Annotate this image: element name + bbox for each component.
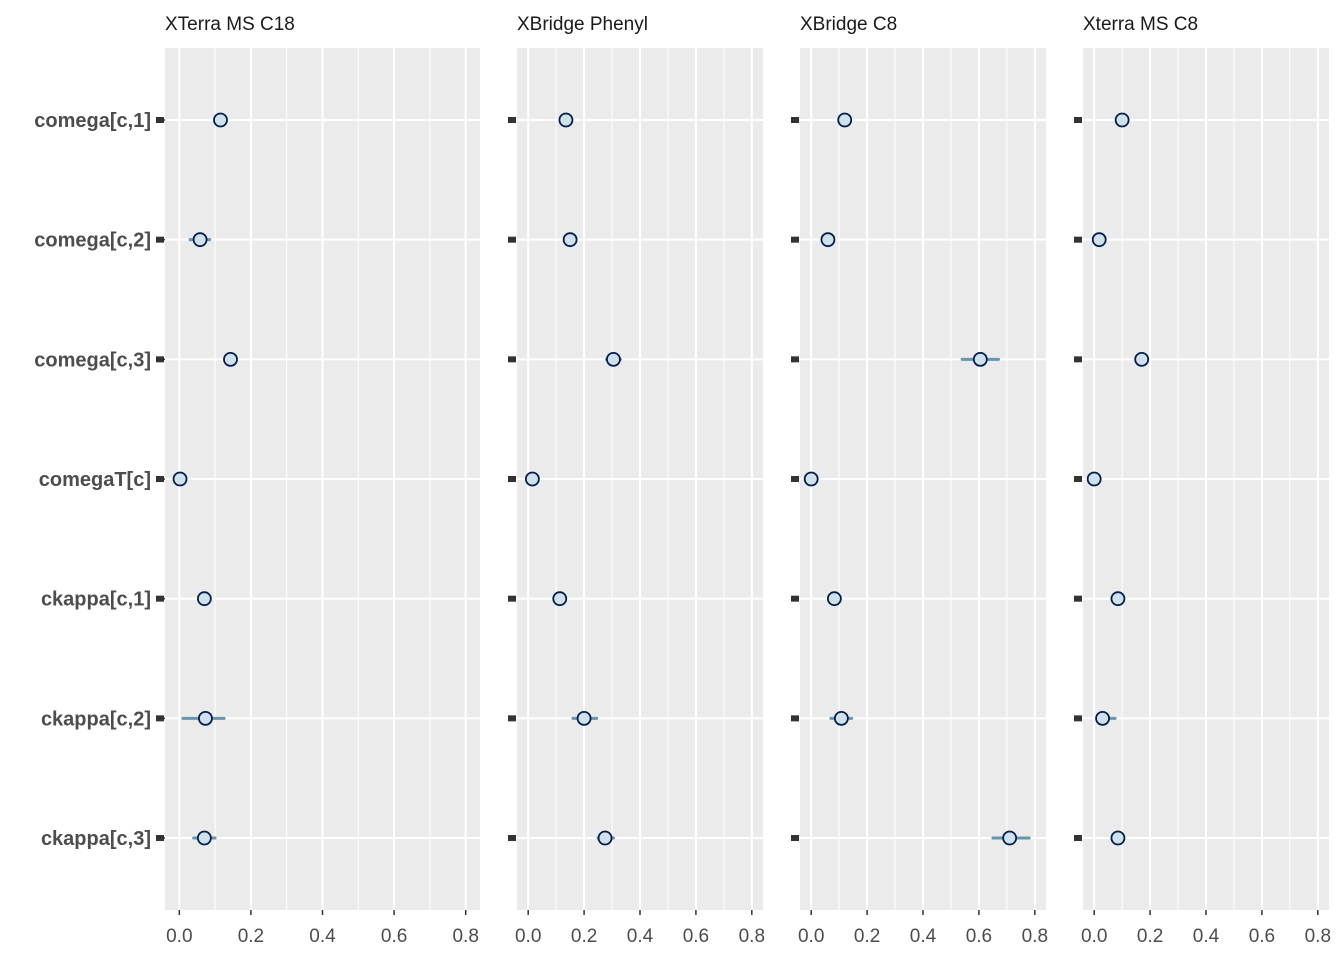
x-tick-label: 0.2 <box>571 926 597 947</box>
x-tick-label: 0.4 <box>910 926 937 947</box>
estimate-point <box>172 471 188 487</box>
y-tick-label: comega[c,2] <box>34 230 151 252</box>
reference-mark <box>156 835 164 842</box>
x-tick-label: 0.4 <box>309 926 336 947</box>
x-tick-label: 0.8 <box>452 926 478 947</box>
x-tick-label: 0.6 <box>381 926 407 947</box>
reference-mark <box>156 117 164 123</box>
facet-panel: Xterra MS C8 0.0 0.2 0.4 0.6 0.8 <box>1074 14 1331 947</box>
estimate-point <box>606 351 621 367</box>
reference-mark <box>1074 835 1082 842</box>
reference-mark <box>508 356 516 363</box>
estimate-point <box>803 471 819 487</box>
facet-title: Xterra MS C8 <box>1083 14 1198 35</box>
facet-panel: XBridge Phenyl 0.0 0.2 0.4 0.6 0.8 <box>508 14 765 947</box>
x-tick-label: 0.8 <box>739 926 765 947</box>
estimate-point <box>1091 232 1107 248</box>
estimate-point <box>833 710 849 726</box>
x-tick-label: 0.8 <box>1305 926 1331 947</box>
estimate-point <box>223 351 238 367</box>
x-tick-label: 0.2 <box>854 926 880 947</box>
estimate-point <box>192 232 208 248</box>
reference-mark <box>508 595 516 602</box>
reference-mark <box>1074 356 1082 363</box>
reference-mark <box>1074 117 1082 123</box>
reference-mark <box>508 715 516 722</box>
y-axis: comega[c,1] comega[c,2] comega[c,3] comegaT… <box>34 110 165 850</box>
reference-mark <box>508 835 516 842</box>
y-tick-label: ckappa[c,3] <box>41 828 151 850</box>
estimate-point <box>1095 710 1110 726</box>
reference-mark <box>791 117 799 123</box>
reference-mark <box>1074 236 1082 243</box>
x-tick-label: 0.4 <box>627 926 654 947</box>
y-tick-label: comega[c,3] <box>34 349 151 371</box>
estimate-point <box>820 232 836 248</box>
estimate-point <box>1114 112 1130 128</box>
estimate-point <box>558 112 574 128</box>
x-tick-label: 0.0 <box>798 926 824 947</box>
estimate-point <box>524 471 540 487</box>
reference-mark <box>791 835 799 842</box>
reference-mark <box>508 236 516 243</box>
reference-mark <box>1074 476 1082 483</box>
estimate-point <box>198 710 213 726</box>
estimate-point <box>597 830 613 846</box>
x-tick-label: 0.0 <box>166 926 192 947</box>
x-tick-label: 0.8 <box>1022 926 1048 947</box>
y-tick-label: comegaT[c] <box>39 469 151 491</box>
x-tick-label: 0.0 <box>1081 926 1107 947</box>
x-tick-label: 0.6 <box>1249 926 1275 947</box>
estimate-point <box>1134 351 1150 367</box>
y-tick-label: ckappa[c,1] <box>41 589 151 611</box>
estimate-point <box>972 351 988 367</box>
estimate-point <box>1086 471 1102 487</box>
facet-title: XTerra MS C18 <box>165 14 295 35</box>
reference-mark <box>508 117 516 123</box>
facet-title: XBridge Phenyl <box>517 14 648 35</box>
reference-mark <box>791 356 799 363</box>
facet-panel: XTerra MS C18 0.0 0.2 0.4 0.6 0.8 <box>156 14 480 947</box>
x-tick-label: 0.2 <box>238 926 264 947</box>
estimate-point <box>552 591 568 607</box>
reference-mark <box>791 595 799 602</box>
y-tick-label: ckappa[c,2] <box>41 708 151 730</box>
x-tick-label: 0.0 <box>515 926 541 947</box>
estimate-point <box>826 591 842 607</box>
estimate-point <box>1110 591 1126 607</box>
estimate-point <box>196 591 212 607</box>
x-tick-label: 0.6 <box>683 926 709 947</box>
estimate-point <box>213 112 228 128</box>
facet-panel: XBridge C8 0.0 0.2 0.4 0.6 0.8 <box>791 14 1048 947</box>
x-tick-label: 0.4 <box>1193 926 1220 947</box>
reference-mark <box>1074 595 1082 602</box>
x-tick-label: 0.6 <box>966 926 992 947</box>
facet-title: XBridge C8 <box>800 14 897 35</box>
estimate-point <box>1110 830 1126 846</box>
reference-mark <box>156 356 164 363</box>
reference-mark <box>791 476 799 483</box>
estimate-point <box>1002 830 1018 846</box>
estimate-point <box>562 232 578 248</box>
reference-mark <box>791 236 799 243</box>
estimate-point <box>576 710 592 726</box>
reference-mark <box>156 236 164 243</box>
estimate-point <box>837 112 853 128</box>
reference-mark <box>508 476 516 483</box>
y-tick-label: comega[c,1] <box>34 110 151 132</box>
reference-mark <box>791 715 799 722</box>
reference-mark <box>156 595 164 602</box>
x-tick-label: 0.2 <box>1137 926 1163 947</box>
reference-mark <box>1074 715 1082 722</box>
reference-mark <box>156 476 164 483</box>
estimate-point <box>196 830 212 846</box>
reference-mark <box>156 715 164 722</box>
